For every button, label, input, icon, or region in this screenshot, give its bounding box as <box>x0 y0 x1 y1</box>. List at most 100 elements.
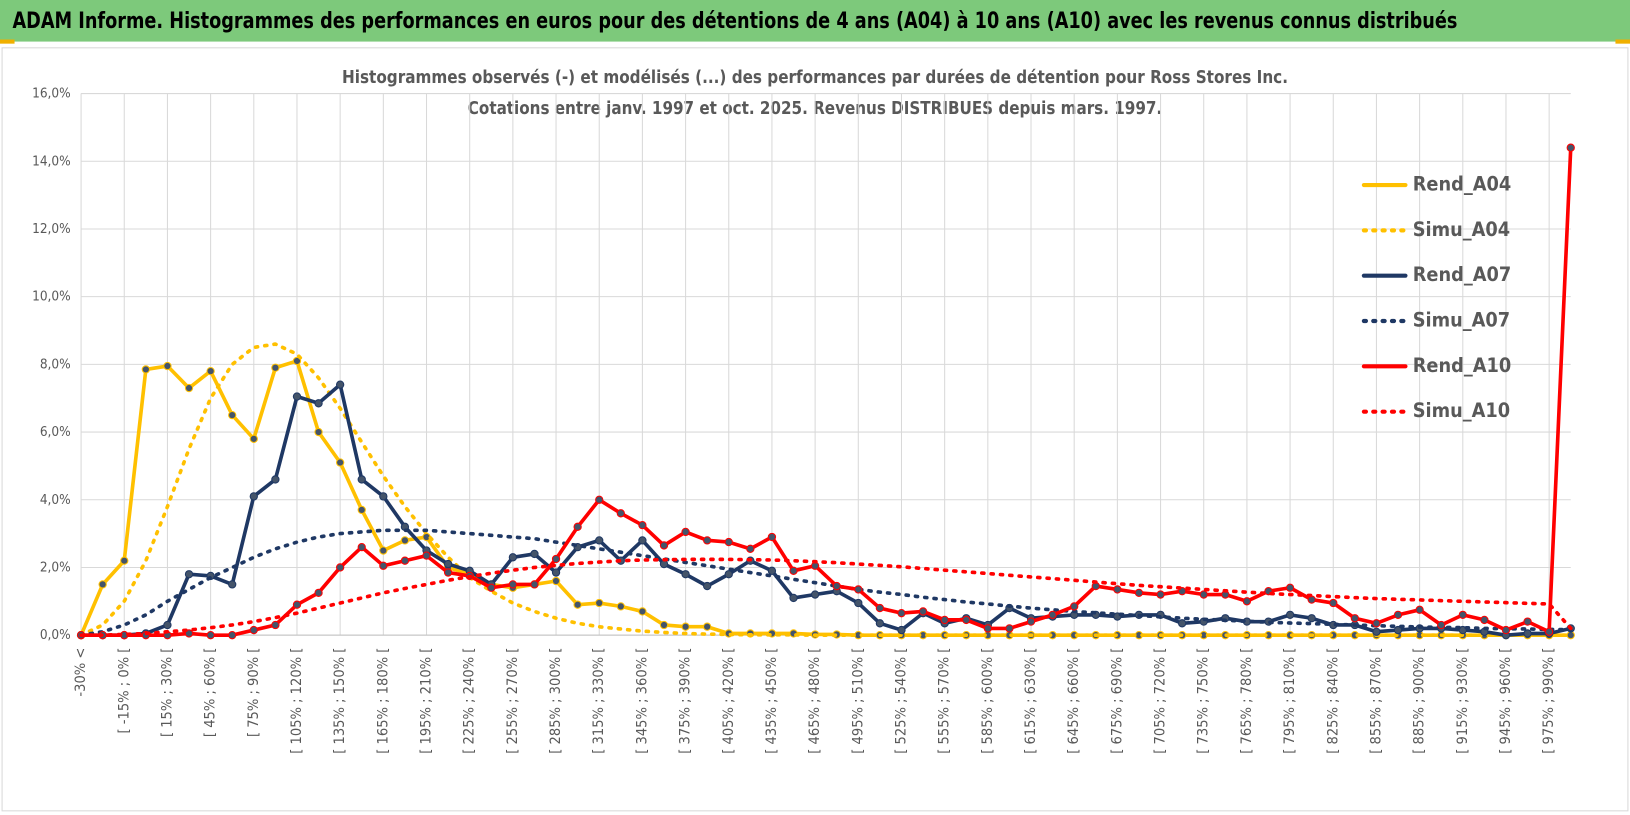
data-point <box>789 566 798 576</box>
x-tick-label: [ 345% ; 360% [ <box>633 648 650 754</box>
data-point <box>292 356 302 366</box>
x-tick-label: [ 15% ; 30% [ <box>158 648 175 737</box>
data-point <box>724 537 733 547</box>
x-tick-label: [ 975% ; 990% [ <box>1540 648 1557 754</box>
data-point <box>551 554 561 564</box>
data-point <box>379 546 388 555</box>
data-point <box>228 580 237 589</box>
x-tick-label: [ 555% ; 570% [ <box>936 648 953 754</box>
legend-label: Simu_A04 <box>1413 218 1510 241</box>
x-tick-label: [ 945% ; 960% [ <box>1497 648 1514 754</box>
data-point <box>335 458 345 467</box>
legend-label: Rend_A10 <box>1413 354 1511 377</box>
data-point <box>422 551 431 560</box>
data-point <box>962 615 971 625</box>
x-tick-label: [ 585% ; 600% [ <box>979 648 996 754</box>
series-line <box>79 145 1573 637</box>
data-point <box>595 598 604 608</box>
data-point <box>897 625 906 635</box>
data-point <box>1544 627 1554 636</box>
data-point <box>1177 619 1187 628</box>
y-tick-label: 16,0% <box>32 86 71 102</box>
data-point <box>206 366 215 376</box>
data-point <box>163 361 172 371</box>
data-point <box>1523 629 1532 638</box>
x-tick-label: -30% < <box>72 648 89 697</box>
data-point <box>703 622 712 631</box>
x-tick-label: [ 435% ; 450% [ <box>763 648 780 754</box>
data-point <box>616 602 625 611</box>
data-point <box>875 603 885 613</box>
data-point <box>379 492 388 501</box>
data-point <box>595 536 604 545</box>
data-point <box>1048 610 1057 620</box>
data-point <box>184 629 194 638</box>
data-point <box>1285 583 1295 592</box>
x-tick-label: [ 765% ; 780% [ <box>1238 648 1255 754</box>
data-point <box>508 580 518 589</box>
data-point <box>1372 619 1381 628</box>
data-point <box>1156 590 1165 599</box>
data-point <box>357 542 366 552</box>
x-tick-label: [ 105% ; 120% [ <box>288 648 305 754</box>
data-point <box>897 608 906 618</box>
data-point <box>703 581 712 591</box>
data-point <box>1523 617 1532 626</box>
data-point <box>335 563 345 572</box>
data-point <box>1437 620 1446 630</box>
data-point <box>681 622 690 631</box>
data-point <box>249 492 258 501</box>
data-point <box>573 522 582 531</box>
data-point <box>357 505 366 515</box>
data-point <box>292 392 302 401</box>
data-point <box>854 598 863 608</box>
data-point <box>271 620 280 630</box>
data-point <box>1372 627 1381 636</box>
data-point <box>163 620 172 630</box>
x-tick-label: [ -15% ; 0% [ <box>115 648 132 734</box>
data-point <box>1350 614 1360 623</box>
legend-label: Rend_A04 <box>1413 173 1511 196</box>
data-point <box>1566 143 1575 152</box>
data-point <box>573 600 582 609</box>
data-point <box>1285 610 1295 620</box>
data-point <box>249 434 258 443</box>
x-tick-label: [ 285% ; 300% [ <box>547 648 564 754</box>
data-point <box>141 365 151 374</box>
data-point <box>1026 617 1036 626</box>
series-line <box>79 382 1573 637</box>
data-point <box>551 568 561 577</box>
y-tick-label: 14,0% <box>32 153 71 169</box>
data-point <box>1242 597 1252 606</box>
x-tick-label: [ 675% ; 690% [ <box>1108 648 1125 754</box>
data-point <box>1199 590 1208 599</box>
data-point <box>228 631 237 640</box>
data-point <box>530 549 539 559</box>
x-tick-label: [ 255% ; 270% [ <box>504 648 521 754</box>
x-tick-label: [ 45% ; 60% [ <box>202 648 219 737</box>
x-tick-label: [ 735% ; 750% [ <box>1195 648 1212 754</box>
data-point <box>789 593 798 603</box>
data-point <box>1566 631 1575 640</box>
y-tick-label: 2,0% <box>40 559 71 575</box>
data-point <box>1329 598 1338 608</box>
data-point <box>271 475 280 484</box>
x-tick-label: [ 495% ; 510% [ <box>849 648 866 754</box>
x-tick-label: [ 165% ; 180% [ <box>374 648 391 754</box>
data-point <box>1458 610 1467 620</box>
data-point <box>530 580 539 589</box>
data-point <box>551 576 561 586</box>
data-point <box>659 559 669 569</box>
data-point <box>228 410 237 420</box>
x-tick-label: [ 195% ; 210% [ <box>418 648 435 754</box>
y-tick-label: 4,0% <box>40 492 71 508</box>
data-point <box>659 541 669 550</box>
data-point <box>443 559 453 569</box>
data-point <box>487 583 496 592</box>
x-tick-label: [ 645% ; 660% [ <box>1065 648 1082 754</box>
data-point <box>767 532 777 542</box>
y-tick-label: 12,0% <box>32 221 71 237</box>
y-tick-label: 6,0% <box>40 424 71 440</box>
data-point <box>854 585 863 594</box>
